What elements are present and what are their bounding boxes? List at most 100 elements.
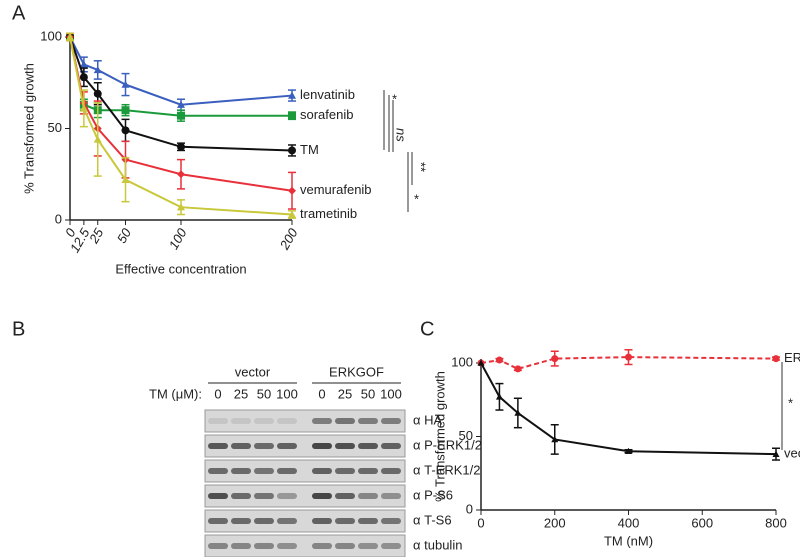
data-point <box>93 89 102 98</box>
data-point <box>772 450 780 457</box>
blot-band <box>335 418 355 424</box>
data-point <box>121 126 130 135</box>
blot-band <box>381 493 401 499</box>
panel-letter: B <box>12 318 25 340</box>
y-tick-label: 0 <box>466 501 473 516</box>
data-point <box>79 104 88 112</box>
data-point <box>514 409 522 416</box>
blot-band <box>277 493 297 499</box>
blot-band <box>335 518 355 524</box>
series-line <box>480 362 777 456</box>
row-label: α T-ERK1/2 <box>413 462 480 477</box>
x-axis-label: Effective concentration <box>115 261 246 276</box>
data-point <box>79 73 88 82</box>
blot-strip <box>204 509 406 533</box>
data-point <box>177 170 185 179</box>
significance: ** <box>414 162 429 172</box>
blot-band <box>254 518 274 524</box>
blot-band <box>358 543 378 549</box>
x-tick-label: 100 <box>166 225 190 252</box>
blot-band <box>208 468 228 474</box>
blot-band <box>358 443 378 449</box>
blot-band <box>312 443 332 449</box>
blot-band <box>277 468 297 474</box>
blot-strip <box>204 409 406 433</box>
x-tick-label: 600 <box>691 515 713 530</box>
blot-band <box>231 543 251 549</box>
data-point <box>495 393 503 400</box>
blot-band <box>231 443 251 449</box>
data-point <box>93 65 102 74</box>
data-point <box>121 175 130 183</box>
data-point <box>625 353 632 361</box>
blot-band <box>277 543 297 549</box>
blot-band <box>358 418 378 424</box>
x-tick-label: 0 <box>477 515 484 530</box>
lane-label: 25 <box>234 386 248 401</box>
data-point <box>288 146 296 155</box>
blot-band <box>335 543 355 549</box>
x-tick-label: 400 <box>618 515 640 530</box>
lane-label: 0 <box>318 386 325 401</box>
blot-strip <box>204 459 406 483</box>
blot-strip <box>204 434 406 458</box>
x-tick-label: 200 <box>276 225 301 253</box>
blot-band <box>208 418 228 424</box>
data-point <box>288 210 296 218</box>
blot-band <box>277 418 297 424</box>
series-line <box>69 36 293 216</box>
x-tick-label: 800 <box>765 515 787 530</box>
blot-band <box>254 418 274 424</box>
blot-band <box>231 518 251 524</box>
row-label: α P-S6 <box>413 487 453 502</box>
data-point <box>177 111 185 120</box>
blot-band <box>335 443 355 449</box>
blot-strip <box>204 484 406 508</box>
series-label: vector <box>784 446 800 461</box>
y-tick-label: 100 <box>451 354 473 369</box>
lane-label: 100 <box>276 386 298 401</box>
blot-band <box>231 493 251 499</box>
x-tick-label: 25 <box>86 225 107 247</box>
y-tick-label: 0 <box>55 211 62 226</box>
blot-band <box>335 468 355 474</box>
blot-band <box>381 518 401 524</box>
data-point <box>288 111 296 120</box>
blot-band <box>312 493 332 499</box>
blot-band <box>381 418 401 424</box>
data-point <box>66 33 74 41</box>
series-line <box>69 36 293 106</box>
row-label: α HA <box>413 412 443 427</box>
lane-label: 50 <box>361 386 375 401</box>
blot-band <box>254 493 274 499</box>
significance: * <box>788 395 793 410</box>
panel-letter: A <box>12 2 26 24</box>
significance: * <box>392 91 397 106</box>
y-tick-label: 50 <box>459 428 473 443</box>
data-point <box>551 355 559 363</box>
blot-band <box>231 418 251 424</box>
row-label: α P-ERK1/2 <box>413 437 482 452</box>
y-tick-label: 50 <box>48 120 62 135</box>
row-label: α T-S6 <box>413 512 452 527</box>
blot-band <box>358 493 378 499</box>
group-label: ERKGOF <box>329 364 384 379</box>
group-label: vector <box>235 364 271 379</box>
blot-strip <box>204 534 406 557</box>
blot-band <box>254 468 274 474</box>
data-point <box>121 80 130 88</box>
series-label: trametinib <box>300 206 357 221</box>
blot-band <box>335 493 355 499</box>
data-point <box>288 91 296 99</box>
blot-band <box>254 443 274 449</box>
y-tick-label: 100 <box>40 28 62 43</box>
blot-band <box>254 543 274 549</box>
blot-band <box>381 543 401 549</box>
row-label: α tubulin <box>413 537 462 552</box>
dose-label: TM (μM): <box>149 386 202 401</box>
blot-band <box>358 518 378 524</box>
lane-label: 50 <box>257 386 271 401</box>
significance: * <box>414 191 419 206</box>
